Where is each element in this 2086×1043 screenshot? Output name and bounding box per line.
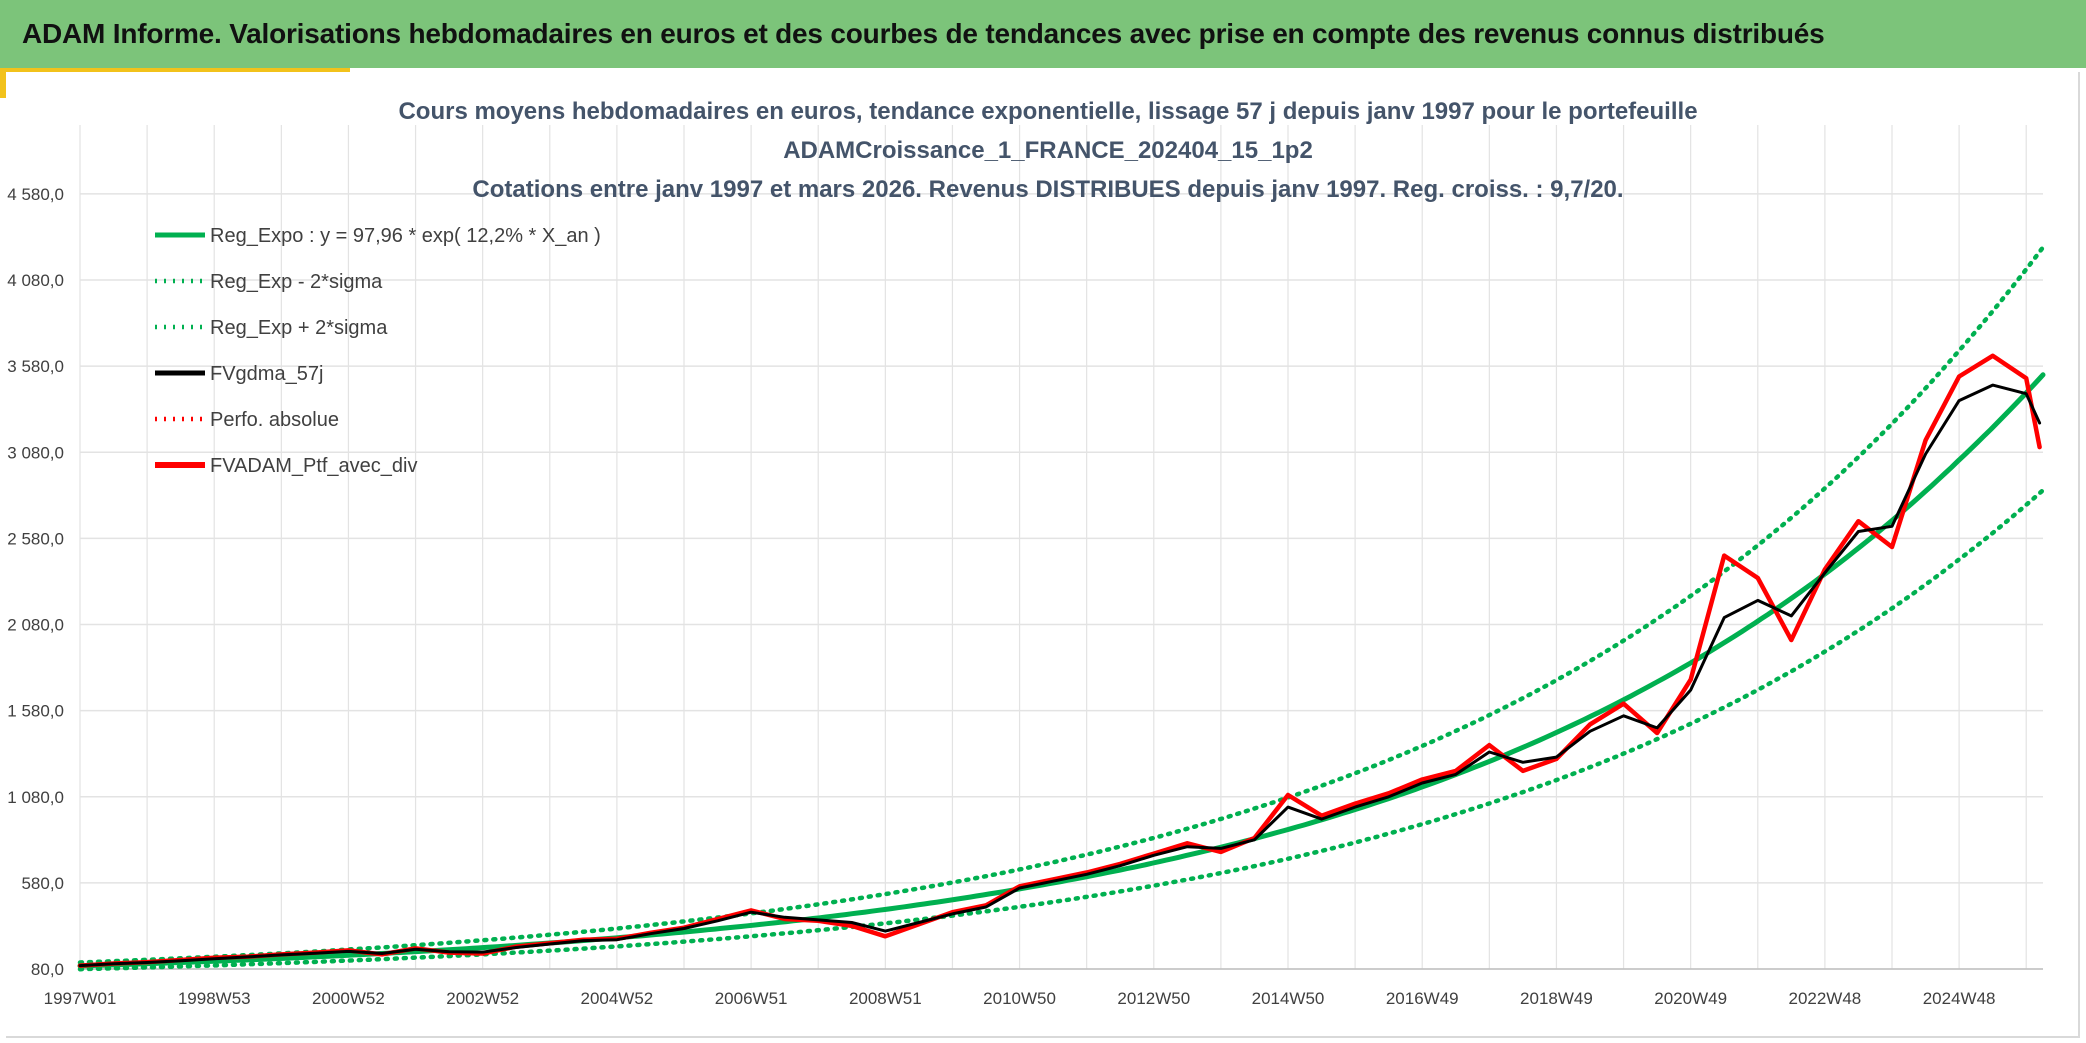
y-tick-label: 3 580,0 bbox=[7, 357, 64, 376]
y-tick-label: 1 080,0 bbox=[7, 788, 64, 807]
y-tick-label: 4 580,0 bbox=[7, 185, 64, 204]
y-tick-label: 1 580,0 bbox=[7, 702, 64, 721]
y-tick-label: 2 080,0 bbox=[7, 616, 64, 635]
x-tick-label: 2002W52 bbox=[446, 989, 519, 1008]
series-portfolio bbox=[77, 353, 2042, 968]
x-tick-label: 2022W48 bbox=[1788, 989, 1861, 1008]
series-lower-band bbox=[77, 487, 2046, 972]
legend-label: Reg_Exp + 2*sigma bbox=[210, 317, 388, 339]
chart-frame bbox=[6, 72, 2080, 1038]
legend-label: FVADAM_Ptf_avec_div bbox=[210, 455, 418, 477]
series-group bbox=[77, 245, 2046, 972]
chart-title-line-2: ADAMCroissance_1_FRANCE_202404_15_1p2 bbox=[783, 137, 1313, 164]
legend-label: Reg_Exp - 2*sigma bbox=[210, 271, 383, 293]
y-tick-label: 2 580,0 bbox=[7, 529, 64, 548]
legend-label: FVgdma_57j bbox=[210, 363, 323, 385]
header-banner: ADAM Informe. Valorisations hebdomadaire… bbox=[0, 0, 2086, 68]
y-tick-label: 580,0 bbox=[21, 874, 64, 893]
x-tick-label: 2010W50 bbox=[983, 989, 1056, 1008]
x-tick-label: 2006W51 bbox=[715, 989, 788, 1008]
x-tick-label: 2020W49 bbox=[1654, 989, 1727, 1008]
accent-bar-left bbox=[0, 68, 6, 98]
x-tick-label: 2024W48 bbox=[1923, 989, 1996, 1008]
axis-labels: 80,0 580,0 1 080,0 1 580,0 2 080,0 2 580,0 3 0… bbox=[7, 185, 1995, 1008]
legend-label: Reg_Expo : y = 97,96 * exp( 12,2% * X_an… bbox=[210, 225, 601, 247]
y-tick-label: 80,0 bbox=[31, 960, 64, 979]
x-tick-label: 2012W50 bbox=[1117, 989, 1190, 1008]
y-tick-label: 4 080,0 bbox=[7, 271, 64, 290]
accent-bar bbox=[0, 68, 350, 72]
x-tick-label: 2000W52 bbox=[312, 989, 385, 1008]
legend: Reg_Expo : y = 97,96 * exp( 12,2% * X_an… bbox=[155, 225, 601, 477]
chart-title: Cours moyens hebdomadaires en euros, ten… bbox=[398, 98, 1697, 203]
chart-title-line-3: Cotations entre janv 1997 et mars 2026. … bbox=[472, 176, 1623, 203]
series-fvgdma bbox=[78, 383, 2042, 968]
x-tick-label: 2016W49 bbox=[1386, 989, 1459, 1008]
legend-label: Perfo. absolue bbox=[210, 409, 339, 431]
series-upper-band bbox=[77, 245, 2046, 965]
x-tick-label: 1998W53 bbox=[178, 989, 251, 1008]
grid bbox=[79, 125, 2043, 970]
x-tick-label: 2018W49 bbox=[1520, 989, 1593, 1008]
page-title: ADAM Informe. Valorisations hebdomadaire… bbox=[22, 18, 1825, 49]
x-tick-label: 2008W51 bbox=[849, 989, 922, 1008]
chart-title-line-1: Cours moyens hebdomadaires en euros, ten… bbox=[398, 98, 1697, 125]
x-tick-label: 2004W52 bbox=[580, 989, 653, 1008]
x-tick-label: 2014W50 bbox=[1252, 989, 1325, 1008]
x-tick-label: 1997W01 bbox=[44, 989, 117, 1008]
y-tick-label: 3 080,0 bbox=[7, 443, 64, 462]
